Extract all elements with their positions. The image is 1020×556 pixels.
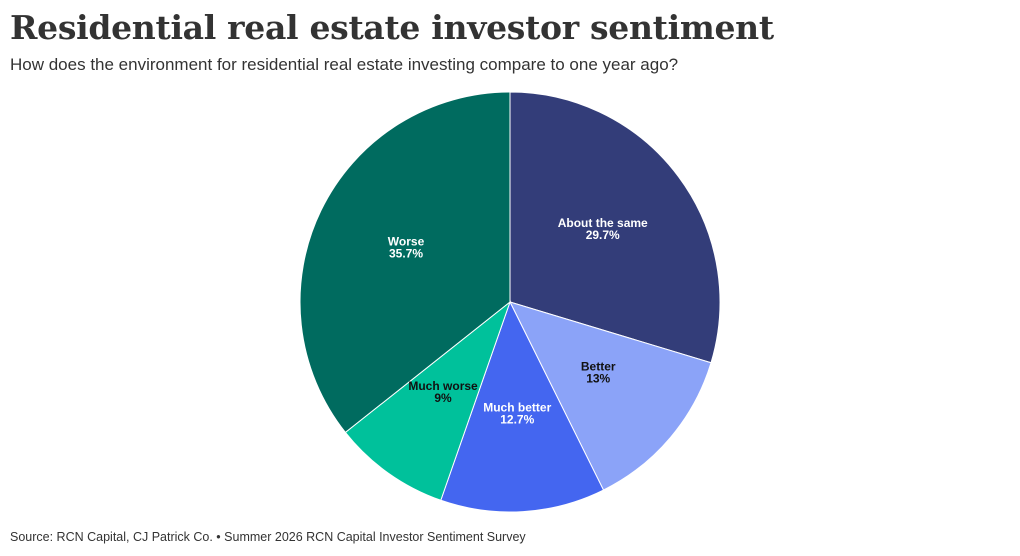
- pie-label-about-the-same: About the same 29.7%: [558, 216, 648, 242]
- pie-chart: About the same 29.7%Better 13%Much better 1…: [299, 91, 721, 513]
- slice-name-about-the-same: About the same: [558, 216, 648, 230]
- chart-title: Residential real estate investor sentime…: [10, 8, 774, 47]
- pie-slice-much-better: [440, 300, 605, 513]
- slice-name-much-worse: Much worse: [408, 379, 478, 393]
- pie-label-worse: Worse 35.7%: [388, 235, 425, 261]
- slice-value-much-better: 12.7%: [500, 412, 534, 426]
- slice-name-better: Better: [581, 360, 616, 374]
- slice-value-about-the-same: 29.7%: [586, 228, 620, 242]
- slice-value-worse: 35.7%: [389, 247, 423, 261]
- pie-slice-worse: [299, 91, 511, 434]
- source-note: Source: RCN Capital, CJ Patrick Co. • Su…: [10, 530, 526, 544]
- pie-label-better: Better 13%: [581, 360, 616, 386]
- slice-name-worse: Worse: [388, 235, 425, 249]
- pie-slice-better: [509, 301, 712, 491]
- pie-slice-about-the-same: [509, 91, 721, 364]
- slice-name-much-better: Much better: [483, 400, 551, 414]
- pie-labels: About the same 29.7%Better 13%Much better 1…: [388, 216, 648, 426]
- pie-slice-much-worse: [344, 300, 512, 501]
- chart-subtitle: How does the environment for residential…: [10, 55, 679, 74]
- pie-label-much-worse: Much worse 9%: [408, 379, 478, 405]
- slice-value-better: 13%: [586, 372, 610, 386]
- pie-label-much-better: Much better 12.7%: [483, 400, 551, 426]
- pie-slices: [299, 91, 721, 513]
- slice-value-much-worse: 9%: [434, 391, 452, 405]
